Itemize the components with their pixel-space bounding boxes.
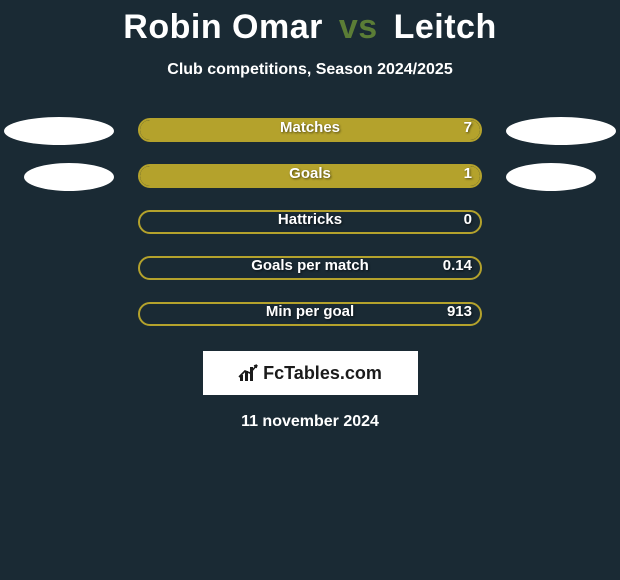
player1-marker: [24, 163, 114, 191]
stat-bar: [138, 256, 482, 280]
subtitle: Club competitions, Season 2024/2025: [0, 61, 620, 79]
stat-row: Goals1: [0, 153, 620, 199]
player1-marker: [4, 117, 114, 145]
stat-bar: [138, 164, 482, 188]
page-title: Robin Omar vs Leitch: [0, 8, 620, 47]
logo: FcTables.com: [238, 363, 382, 384]
stat-row: Min per goal913: [0, 291, 620, 337]
comparison-card: Robin Omar vs Leitch Club competitions, …: [0, 0, 620, 431]
stat-row: Hattricks0: [0, 199, 620, 245]
stat-bar: [138, 118, 482, 142]
player1-name: Robin Omar: [123, 8, 323, 46]
stat-bar-fill: [140, 120, 480, 140]
logo-box[interactable]: FcTables.com: [203, 351, 418, 395]
logo-text: FcTables.com: [263, 363, 382, 384]
player2-name: Leitch: [394, 8, 497, 46]
stat-row: Goals per match0.14: [0, 245, 620, 291]
stat-bar: [138, 210, 482, 234]
stat-row: Matches7: [0, 107, 620, 153]
stat-rows: Matches7Goals1Hattricks0Goals per match0…: [0, 107, 620, 337]
player2-marker: [506, 117, 616, 145]
bar-chart-icon: [238, 363, 260, 383]
stat-bar-fill: [140, 166, 480, 186]
date: 11 november 2024: [0, 413, 620, 431]
stat-bar: [138, 302, 482, 326]
vs-separator: vs: [339, 8, 378, 46]
player2-marker: [506, 163, 596, 191]
